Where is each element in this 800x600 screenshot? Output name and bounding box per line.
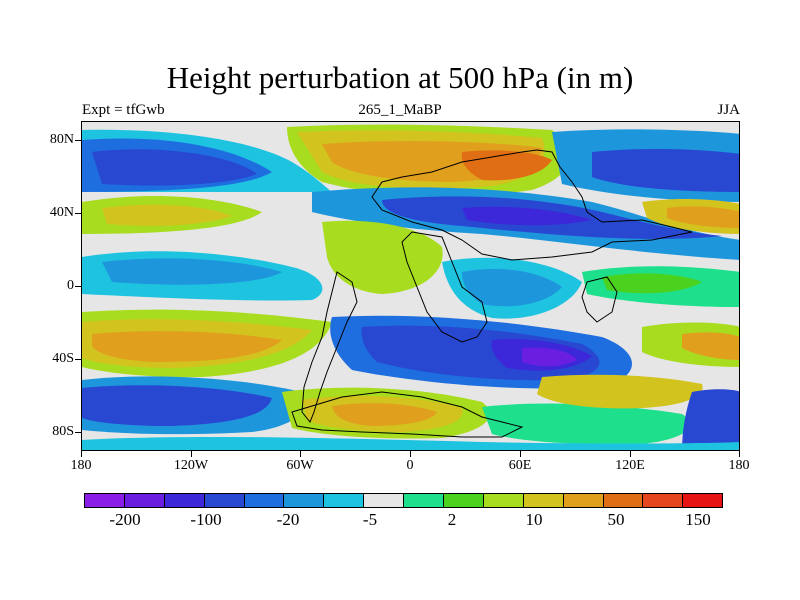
lat-label: 80S	[52, 424, 74, 439]
x-tick	[410, 451, 411, 457]
colorbar-label: 50	[607, 510, 625, 529]
x-tick	[520, 451, 521, 457]
colorbar-swatch	[522, 493, 564, 508]
colorbar-label: 2	[447, 510, 457, 529]
x-tick	[81, 451, 82, 457]
lon-label: 60W	[286, 458, 314, 473]
y-tick	[75, 359, 81, 360]
colorbar-label: -200	[109, 510, 141, 529]
colorbar-swatch	[203, 493, 245, 508]
colorbar-swatch	[403, 493, 445, 508]
experiment-label: Expt = tfGwb	[82, 102, 165, 118]
contour-region	[462, 206, 592, 226]
x-tick	[630, 451, 631, 457]
contour-region	[82, 385, 272, 426]
colorbar-swatch	[283, 493, 325, 508]
colorbar-swatch	[682, 493, 724, 508]
y-tick	[75, 140, 81, 141]
colorbar-swatch	[323, 493, 365, 508]
contour-region	[682, 389, 739, 450]
lon-label: 0	[406, 458, 414, 473]
colorbar-swatch	[602, 493, 644, 508]
contour-region	[482, 403, 690, 445]
colorbar-swatch	[84, 493, 125, 508]
contour-map-svg	[82, 122, 739, 450]
contour-region	[602, 273, 702, 294]
contour-map	[81, 121, 740, 451]
lon-label: 180	[728, 458, 750, 473]
contour-region	[92, 331, 282, 362]
contour-region	[102, 258, 282, 285]
contour-region	[92, 149, 257, 186]
colorbar-label: -5	[362, 510, 378, 529]
colorbar-label: 10	[525, 510, 543, 529]
time-label: 265_1_MaBP	[358, 102, 442, 118]
contour-region	[102, 204, 232, 226]
lat-label: 40N	[49, 205, 74, 220]
lon-label: 120E	[615, 458, 645, 473]
contour-region	[682, 332, 739, 360]
colorbar-label: -100	[190, 510, 222, 529]
colorbar-swatch	[562, 493, 604, 508]
coastline-outlines	[291, 149, 693, 438]
x-tick	[191, 451, 192, 457]
contour-region	[462, 268, 562, 307]
colorbar	[84, 493, 724, 508]
lon-label: 60E	[508, 458, 532, 473]
colorbar-swatch	[443, 493, 484, 508]
colorbar-swatch	[642, 493, 684, 508]
colorbar-label: 150	[685, 510, 711, 529]
contour-region	[537, 374, 703, 409]
colorbar-swatch	[123, 493, 165, 508]
contour-region	[592, 148, 739, 192]
x-tick	[300, 451, 301, 457]
lon-label: 120W	[173, 458, 209, 473]
lat-label: 40S	[52, 351, 74, 366]
contour-region	[82, 436, 739, 450]
x-tick	[739, 451, 740, 457]
lat-label: 0	[67, 278, 74, 293]
y-tick	[75, 213, 81, 214]
lat-label: 80N	[49, 132, 74, 147]
contour-region	[522, 347, 577, 367]
colorbar-swatch	[482, 493, 524, 508]
colorbar-swatch	[363, 493, 405, 508]
colorbar-label: -20	[276, 510, 300, 529]
lon-label: 180	[70, 458, 92, 473]
contour-region	[667, 206, 739, 228]
colorbar-swatch	[163, 493, 205, 508]
season-label: JJA	[717, 102, 740, 118]
contour-region	[332, 403, 437, 426]
y-tick	[75, 286, 81, 287]
colorbar-swatch	[243, 493, 285, 508]
plot-title: Height perturbation at 500 hPa (in m)	[166, 60, 634, 95]
y-tick	[75, 432, 81, 433]
